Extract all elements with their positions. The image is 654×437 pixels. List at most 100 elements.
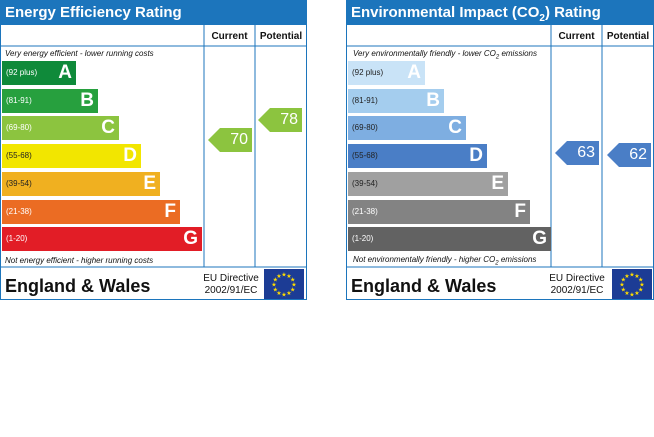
eu-directive-line1: EU Directive — [203, 273, 259, 284]
band-e: (39-54) E — [2, 172, 160, 196]
footer-region: England & Wales — [351, 276, 497, 296]
eu-star: ★ — [276, 290, 281, 297]
eu-star: ★ — [286, 273, 291, 280]
band-range-label: (92 plus) — [6, 68, 38, 77]
eu-directive-line2: 2002/91/EC — [550, 285, 604, 296]
eu-star: ★ — [621, 287, 626, 294]
band-c: (69-80) C — [348, 116, 466, 140]
band-range-label: (92 plus) — [352, 68, 384, 77]
band-e: (39-54) E — [348, 172, 508, 196]
current-rating-arrow-value: 70 — [230, 131, 248, 148]
eu-star: ★ — [271, 282, 276, 289]
band-d: (55-68) D — [348, 144, 487, 168]
eu-star: ★ — [290, 277, 295, 284]
chart-title: Environmental Impact (CO2) Rating — [346, 0, 654, 25]
band-range-label: (69-80) — [352, 123, 378, 132]
band-letter: A — [407, 62, 421, 83]
eu-star: ★ — [629, 292, 634, 299]
band-letter: G — [532, 228, 547, 249]
band-letter: C — [101, 117, 115, 138]
current-rating-arrow-shape — [208, 128, 252, 152]
band-letter: B — [426, 90, 440, 111]
chart-title: Energy Efficiency Rating — [0, 0, 307, 25]
potential-rating-arrow-shape — [607, 143, 651, 167]
bottom-note: Not energy efficient - higher running co… — [5, 256, 154, 265]
column-header-current: Current — [558, 31, 595, 42]
eu-directive-line1: EU Directive — [549, 273, 605, 284]
eu-star: ★ — [273, 287, 278, 294]
band-range-label: (81-91) — [352, 96, 378, 105]
band-letter: D — [469, 145, 483, 166]
band-letter: A — [58, 62, 72, 83]
column-header-potential: Potential — [259, 31, 303, 42]
eu-star: ★ — [624, 273, 629, 280]
band-f: (21-38) F — [2, 200, 180, 224]
footer-region: England & Wales — [5, 276, 151, 296]
band-a: (92 plus) A — [2, 61, 76, 85]
eu-star: ★ — [621, 277, 626, 284]
potential-rating-arrow: 78 — [258, 108, 302, 132]
eu-star: ★ — [634, 273, 639, 280]
eu-star: ★ — [638, 287, 643, 294]
environmental-impact-panel: Environmental Impact (CO2) Rating Curren… — [346, 0, 654, 300]
current-rating-arrow-value: 63 — [577, 144, 595, 161]
top-note: Very environmentally friendly - lower CO… — [353, 49, 538, 61]
energy-efficiency-panel: Energy Efficiency Rating Current Potenti… — [0, 0, 307, 300]
eu-star: ★ — [619, 282, 624, 289]
eu-star: ★ — [639, 282, 644, 289]
band-range-label: (55-68) — [352, 151, 378, 160]
band-range-label: (39-54) — [352, 179, 378, 188]
eu-directive: EU Directive 2002/91/EC — [198, 273, 264, 297]
eu-star: ★ — [273, 277, 278, 284]
potential-rating-arrow-shape — [258, 108, 302, 132]
band-range-label: (55-68) — [6, 151, 32, 160]
eu-star: ★ — [276, 273, 281, 280]
current-rating-arrow-shape — [555, 141, 599, 165]
band-g: (1-20) G — [2, 227, 202, 251]
potential-rating-arrow-value: 78 — [280, 111, 298, 128]
eu-star: ★ — [281, 292, 286, 299]
band-letter: B — [80, 90, 94, 111]
band-letter: F — [164, 201, 176, 222]
band-letter: F — [514, 201, 526, 222]
band-d: (55-68) D — [2, 144, 141, 168]
bottom-note: Not environmentally friendly - higher CO… — [353, 255, 537, 267]
band-range-label: (81-91) — [6, 96, 32, 105]
eu-star: ★ — [634, 290, 639, 297]
eu-star: ★ — [291, 282, 296, 289]
eu-star: ★ — [624, 290, 629, 297]
current-rating-arrow: 70 — [208, 128, 252, 152]
eu-star: ★ — [629, 272, 634, 279]
band-f: (21-38) F — [348, 200, 530, 224]
potential-rating-arrow: 62 — [607, 143, 651, 167]
eu-star: ★ — [286, 290, 291, 297]
eu-star: ★ — [290, 287, 295, 294]
eu-flag-icon: ★ ★ ★ ★ ★ ★ ★ ★ ★ ★ ★ ★ — [264, 269, 304, 299]
potential-rating-arrow-value: 62 — [629, 146, 647, 163]
band-c: (69-80) C — [2, 116, 119, 140]
band-g: (1-20) G — [348, 227, 551, 251]
band-b: (81-91) B — [2, 89, 98, 113]
band-range-label: (21-38) — [6, 207, 32, 216]
band-letter: C — [448, 117, 462, 138]
column-header-potential: Potential — [606, 31, 650, 42]
band-range-label: (1-20) — [352, 234, 374, 243]
band-letter: E — [143, 173, 156, 194]
band-range-label: (69-80) — [6, 123, 32, 132]
eu-stars: ★ ★★★★★★★★★★★ — [619, 272, 644, 299]
eu-directive: EU Directive 2002/91/EC — [544, 273, 610, 297]
eu-stars: ★ ★★★★★★★★★★★ — [271, 272, 296, 299]
band-letter: G — [183, 228, 198, 249]
eu-directive-line2: 2002/91/EC — [204, 285, 258, 296]
eu-star: ★ — [638, 277, 643, 284]
top-note: Very energy efficient - lower running co… — [5, 49, 154, 58]
current-rating-arrow: 63 — [555, 141, 599, 165]
band-a: (92 plus) A — [348, 61, 425, 85]
eu-star: ★ — [281, 272, 286, 279]
eu-flag-icon: ★ ★ ★ ★ ★ ★ ★ ★ ★ ★ ★ ★ — [612, 269, 652, 299]
band-b: (81-91) B — [348, 89, 444, 113]
band-letter: D — [123, 145, 137, 166]
column-header-current: Current — [211, 31, 248, 42]
band-range-label: (21-38) — [352, 207, 378, 216]
band-letter: E — [491, 173, 504, 194]
